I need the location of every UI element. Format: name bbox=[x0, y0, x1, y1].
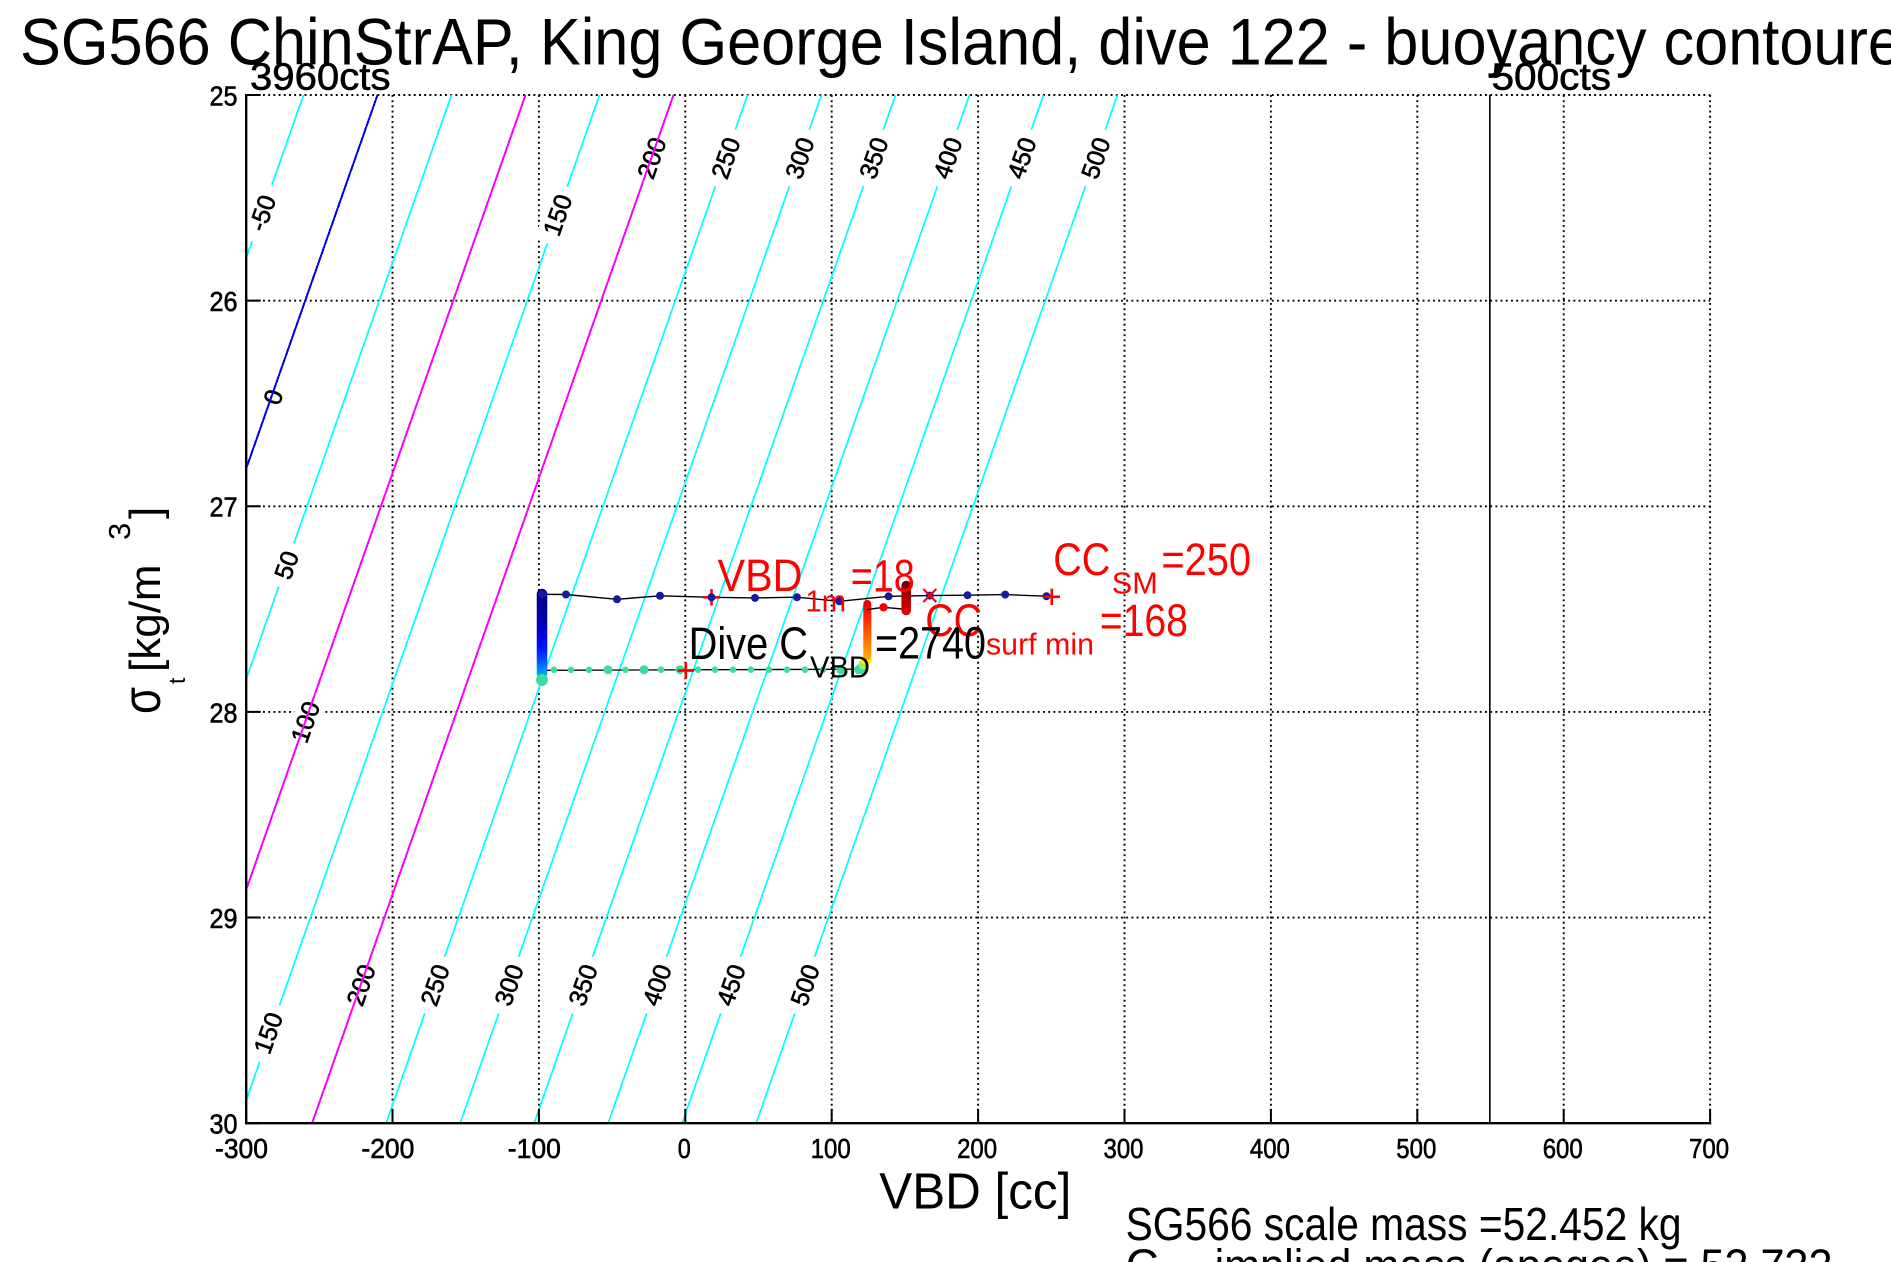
svg-text:28: 28 bbox=[210, 697, 238, 728]
svg-text:26: 26 bbox=[210, 286, 238, 317]
svg-text:=168: =168 bbox=[1100, 595, 1188, 646]
svg-text:t: t bbox=[164, 677, 190, 684]
svg-text:surf min: surf min bbox=[986, 627, 1094, 662]
svg-text:200: 200 bbox=[957, 1133, 997, 1164]
svg-text:29: 29 bbox=[210, 903, 238, 934]
svg-text:300: 300 bbox=[1104, 1133, 1144, 1164]
svg-text:Dive C: Dive C bbox=[689, 618, 808, 669]
svg-text:SG566 ChinStrAP, King George I: SG566 ChinStrAP, King George Island, div… bbox=[20, 5, 1891, 79]
svg-text:]: ] bbox=[121, 507, 170, 519]
svg-text:500cts: 500cts bbox=[1492, 57, 1612, 99]
svg-text:-100: -100 bbox=[508, 1133, 561, 1164]
svg-text:implied mass (apogee) = 52.733: implied mass (apogee) = 52.733 bbox=[1215, 1240, 1833, 1262]
svg-text:=18: =18 bbox=[851, 550, 915, 601]
svg-text:0: 0 bbox=[678, 1133, 691, 1164]
svg-text:500: 500 bbox=[1396, 1133, 1436, 1164]
svg-text:VBD: VBD bbox=[718, 550, 803, 601]
svg-text:=250: =250 bbox=[1161, 534, 1251, 585]
svg-text:3: 3 bbox=[102, 523, 137, 540]
svg-text:30: 30 bbox=[210, 1109, 238, 1140]
svg-text:25: 25 bbox=[210, 80, 238, 111]
svg-text:SM: SM bbox=[1112, 566, 1158, 601]
svg-text:-300: -300 bbox=[215, 1133, 268, 1164]
svg-text:=2740: =2740 bbox=[875, 618, 986, 669]
svg-text:100: 100 bbox=[811, 1133, 851, 1164]
svg-text:C: C bbox=[1126, 1240, 1159, 1262]
svg-text:-200: -200 bbox=[361, 1133, 414, 1164]
svg-text:3960cts: 3960cts bbox=[250, 57, 391, 99]
svg-text:σ: σ bbox=[112, 687, 172, 714]
svg-text:SG566 scale mass =52.452 kg: SG566 scale mass =52.452 kg bbox=[1126, 1198, 1682, 1250]
svg-text:400: 400 bbox=[1250, 1133, 1290, 1164]
svg-text:[kg/m: [kg/m bbox=[121, 564, 170, 672]
svg-text:CC: CC bbox=[925, 595, 982, 646]
svg-text:27: 27 bbox=[210, 492, 238, 523]
svg-text:700: 700 bbox=[1689, 1133, 1729, 1164]
svg-text:1m: 1m bbox=[806, 584, 847, 619]
svg-text:CC: CC bbox=[1053, 534, 1110, 585]
svg-text:VBD: VBD bbox=[810, 650, 870, 685]
svg-text:600: 600 bbox=[1543, 1133, 1583, 1164]
svg-text:VBD [cc]: VBD [cc] bbox=[879, 1163, 1071, 1220]
